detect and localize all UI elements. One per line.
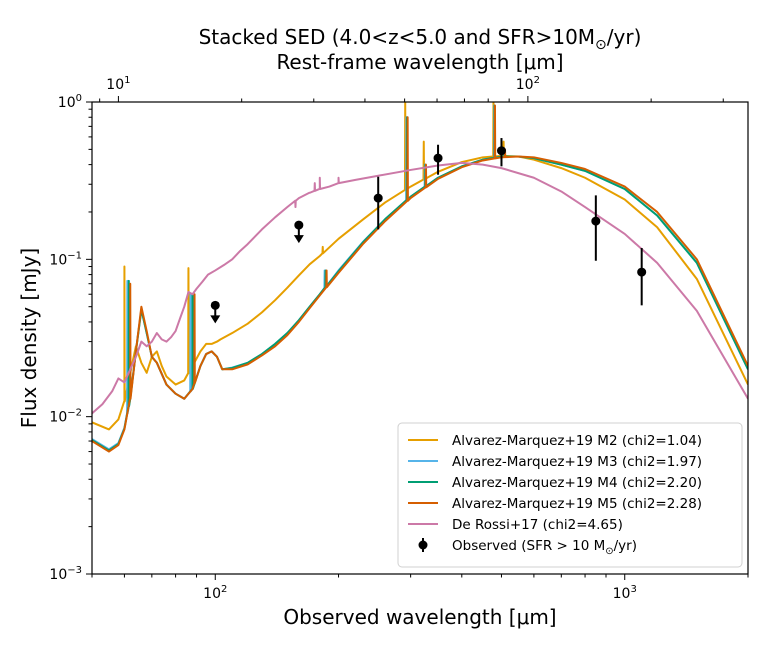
y-tick-label: 10−2	[49, 408, 82, 426]
top-tick-label: 101	[106, 75, 130, 93]
x-tick-label: 103	[613, 584, 637, 602]
y-axis-label: Flux density [mJy]	[17, 248, 41, 428]
observed-points	[210, 138, 647, 324]
legend-label: Alvarez-Marquez+19 M3 (chi2=1.97)	[452, 454, 702, 470]
axes-ticks: 102 103 101 102 10−3 10−2 10−1 100	[49, 75, 749, 602]
top-tick-label: 102	[516, 75, 540, 93]
svg-text:Stacked SED (4.0<z<5.0 and SFR: Stacked SED (4.0<z<5.0 and SFR>10M⊙/yr)	[199, 25, 642, 53]
legend-marker	[418, 540, 428, 550]
plot-frame	[91, 101, 749, 575]
observed-point	[373, 193, 383, 203]
x-axis-label: Observed wavelength [μm]	[283, 605, 556, 629]
series-line-2	[92, 104, 748, 451]
legend-label: Alvarez-Marquez+19 M5 (chi2=2.28)	[452, 496, 702, 512]
upper-limit-arrow	[210, 315, 221, 324]
observed-point	[496, 146, 506, 156]
observed-point	[591, 216, 601, 226]
legend-label: Observed (SFR > 10 M⊙/yr)	[452, 538, 637, 557]
series-layer	[92, 102, 748, 453]
chart-title: Stacked SED (4.0<z<5.0 and SFR>10M⊙/yr) …	[199, 25, 642, 74]
x-tick-label: 102	[203, 584, 227, 602]
series-line-5	[92, 161, 748, 415]
upper-limit-arrow	[293, 235, 304, 244]
series-line-4	[92, 104, 748, 453]
legend-label: De Rossi+17 (chi2=4.65)	[452, 517, 623, 533]
y-tick-label: 10−3	[49, 565, 82, 583]
legend-label: Alvarez-Marquez+19 M4 (chi2=2.20)	[452, 475, 702, 491]
observed-point	[433, 153, 443, 163]
legend-box	[397, 422, 743, 568]
series-line-3	[92, 104, 748, 452]
observed-point	[637, 267, 647, 277]
observed-point	[210, 300, 220, 310]
y-tick-label: 100	[58, 93, 82, 111]
y-tick-label: 10−1	[49, 250, 82, 268]
legend-label: Alvarez-Marquez+19 M2 (chi2=1.04)	[452, 433, 702, 449]
observed-point	[294, 220, 304, 230]
legend: Alvarez-Marquez+19 M2 (chi2=1.04) Alvarez…	[397, 422, 743, 568]
top-axis-label: Rest-frame wavelength [μm]	[276, 50, 563, 74]
